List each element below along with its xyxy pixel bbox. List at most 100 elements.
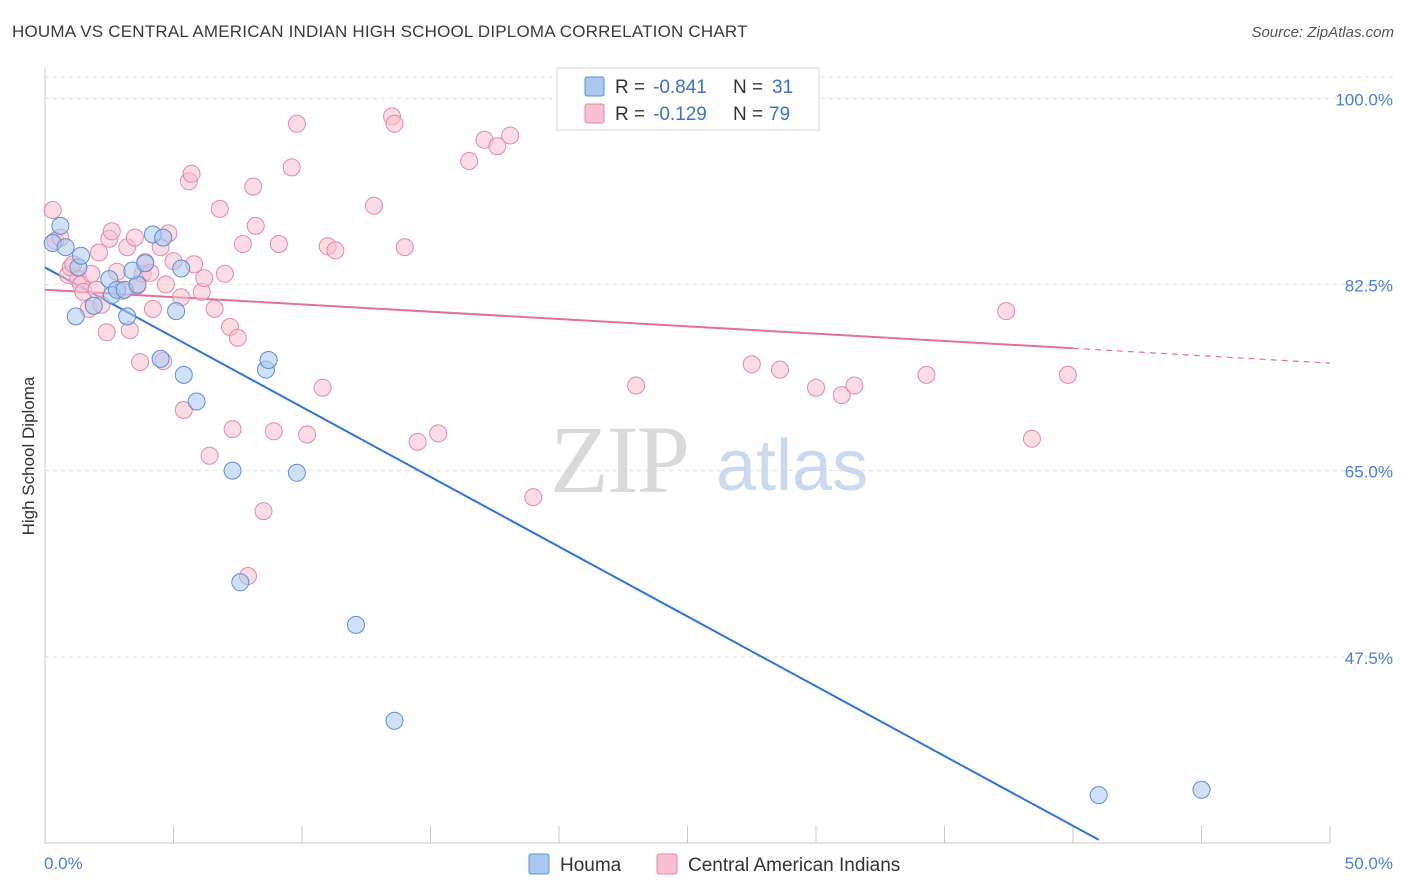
central-american-indians-point [845, 376, 864, 395]
axes: 100.0% 82.5% 65.0% 47.5% 0.0% 50.0% [44, 68, 1393, 873]
central-american-indians-point [771, 360, 789, 379]
central-american-indians-point [408, 432, 427, 451]
y-tick-label: 65.0% [1345, 463, 1393, 482]
central-american-indians-point [1022, 429, 1041, 448]
central-american-indians-point [90, 243, 108, 262]
houma-point [223, 461, 242, 480]
x-tick-label: 0.0% [44, 854, 83, 873]
central-american-indians-point [102, 222, 121, 241]
central-american-indians-point [326, 241, 345, 260]
central-american-indians-point [156, 275, 175, 294]
central-american-indians-point [1058, 365, 1077, 384]
central-american-indians-point [298, 425, 317, 444]
central-american-indians-point [233, 235, 252, 253]
legend-r-value-cai: -0.129 [653, 104, 707, 125]
central-american-indians-point [131, 353, 150, 372]
trend-lines [44, 266, 1331, 841]
central-american-indians-point [174, 401, 193, 419]
central-american-indians-trend-extension [1072, 347, 1331, 364]
central-american-indians-point [282, 158, 301, 177]
legend-r-label-houma: R = [615, 77, 650, 98]
central-american-indians-point [917, 365, 936, 384]
bottom-legend-swatch-cai [656, 853, 678, 875]
houma-point [167, 302, 186, 321]
houma-point [385, 711, 404, 730]
central-american-indians-point [488, 137, 507, 156]
central-american-indians-point [627, 376, 646, 395]
watermark: ZIP atlas [550, 406, 868, 513]
houma-point [172, 259, 191, 278]
legend-swatch-houma [584, 76, 605, 97]
central-american-indians-point [205, 299, 224, 318]
central-american-indians-point [264, 422, 283, 441]
central-american-indians-point [807, 378, 825, 397]
central-american-indians-point [200, 446, 219, 465]
y-tick-label: 100.0% [1335, 90, 1393, 109]
central-american-indians-point [223, 420, 242, 439]
central-american-indians-point [832, 386, 851, 405]
houma-point [151, 349, 170, 368]
legend-n-label-houma: N = [733, 77, 768, 98]
legend-r-value-houma: -0.841 [653, 77, 707, 98]
central-american-indians-point [365, 196, 383, 215]
central-american-indians-point [182, 164, 201, 183]
houma-point [231, 573, 250, 592]
houma-trend-line [44, 266, 1100, 841]
central-american-indians-point [97, 323, 116, 342]
central-american-indians-point [125, 228, 144, 247]
central-american-indians-point [244, 177, 263, 196]
central-american-indians-point [269, 235, 288, 253]
legend-n-value-cai: 79 [769, 104, 790, 125]
houma-point [84, 296, 103, 315]
houma-point [174, 365, 193, 384]
central-american-indians-point [395, 238, 414, 257]
y-axis-title: High School Diploma [19, 376, 38, 535]
x-tick-label: 50.0% [1345, 854, 1393, 873]
central-american-indians-point [742, 355, 761, 374]
central-american-indians-point [210, 199, 229, 218]
houma-point [72, 246, 90, 265]
bottom-legend-label-cai: Central American Indians [688, 855, 900, 876]
houma-point [259, 351, 278, 369]
y-tick-label: 82.5% [1345, 276, 1393, 295]
central-american-indians-point [228, 328, 247, 347]
central-american-indians-trend-line [44, 288, 1074, 350]
houma-point [56, 238, 75, 257]
houma-point [187, 392, 206, 411]
houma-point [287, 463, 306, 482]
central-american-indians-point [460, 152, 479, 170]
central-american-indians-point [43, 201, 62, 219]
central-american-indians-point [195, 269, 214, 288]
central-american-indians-point [215, 264, 234, 283]
top-legend: R = -0.841 N = 31 R = -0.129 N = 79 [556, 67, 820, 131]
central-american-indians-point [501, 126, 520, 145]
legend-n-value-houma: 31 [772, 77, 793, 98]
central-american-indians-point [997, 302, 1016, 321]
houma-point [66, 307, 85, 326]
watermark-zip: ZIP [550, 406, 688, 513]
legend-n-label-cai: N = [733, 104, 768, 125]
houma-point [347, 615, 365, 634]
central-american-indians-point [246, 216, 265, 235]
central-american-indians-point [143, 299, 162, 318]
houma-point [1192, 780, 1211, 799]
central-american-indians-point [287, 114, 306, 133]
central-american-indians-point [313, 378, 332, 397]
data-points [43, 107, 1211, 805]
bottom-legend-swatch-houma [528, 853, 550, 875]
legend-swatch-central-american-indians [584, 103, 605, 124]
y-tick-label: 47.5% [1345, 649, 1393, 668]
central-american-indians-point [429, 424, 448, 443]
bottom-legend: Houma Central American Indians [528, 853, 900, 876]
houma-point [154, 228, 173, 247]
chart-title: HOUMA VS CENTRAL AMERICAN INDIAN HIGH SC… [12, 22, 748, 41]
bottom-legend-label-houma: Houma [560, 855, 622, 876]
central-american-indians-point [385, 114, 404, 133]
source-label: Source: ZipAtlas.com [1251, 24, 1394, 41]
houma-point [1089, 786, 1108, 805]
houma-point [118, 307, 137, 326]
central-american-indians-point [254, 502, 273, 521]
houma-point [51, 216, 70, 235]
legend-r-label-cai: R = [615, 104, 650, 125]
